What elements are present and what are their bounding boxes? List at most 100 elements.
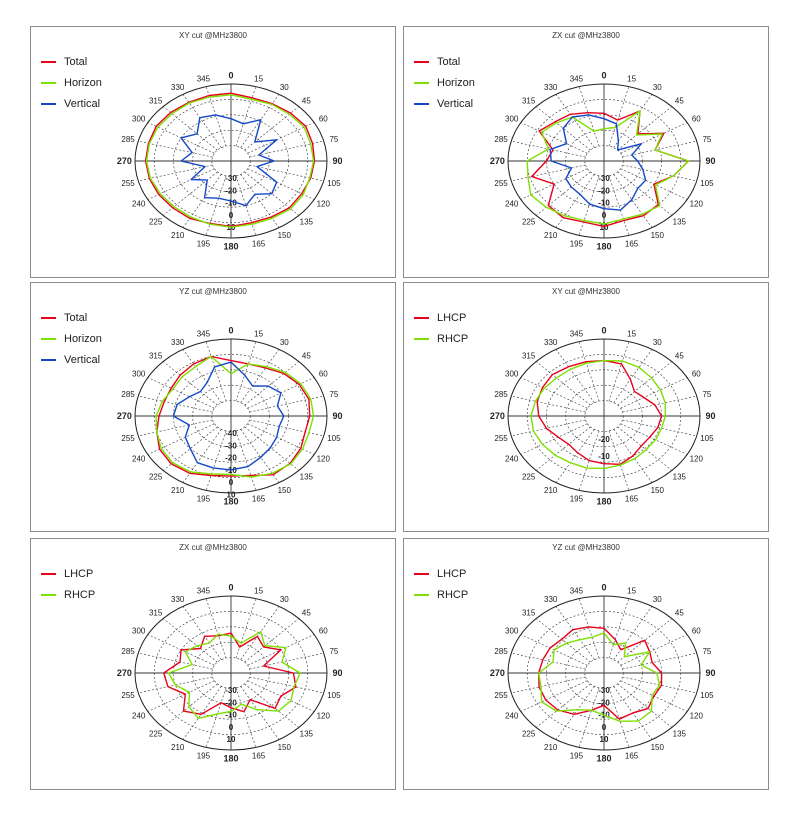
grid-spoke — [613, 349, 653, 403]
angle-label: 60 — [692, 626, 701, 635]
series-line — [156, 355, 311, 477]
grid-spoke — [555, 429, 595, 483]
angle-label: 330 — [544, 595, 558, 604]
angle-label: 195 — [570, 240, 584, 249]
angle-label: 75 — [702, 647, 711, 656]
angle-label: 240 — [505, 455, 519, 464]
series-line — [530, 359, 667, 470]
grid-spoke — [138, 652, 213, 670]
angle-label: 285 — [121, 135, 135, 144]
angle-label: 135 — [300, 729, 314, 738]
grid-spoke — [511, 676, 586, 694]
legend-swatch — [414, 337, 429, 340]
grid-spoke — [620, 634, 688, 666]
legend-swatch — [41, 593, 56, 596]
grid-spoke — [235, 175, 257, 236]
grid-spoke — [608, 86, 630, 147]
series-line — [155, 355, 315, 478]
series-line — [549, 114, 647, 211]
angle-label: 15 — [254, 74, 263, 83]
legend-label: RHCP — [64, 588, 96, 601]
grid-spoke — [249, 140, 324, 158]
angle-label: 105 — [700, 691, 714, 700]
angle-label: 150 — [651, 743, 665, 752]
angle-label: 270 — [117, 411, 132, 421]
chart-panel-zx-cp: ZX cut @MHz3800 0 15 30 45 60 75 90 105 120 135 15… — [30, 538, 396, 790]
angle-label: 180 — [223, 753, 238, 763]
angle-label: 105 — [700, 179, 714, 188]
legend-entry: Total — [414, 51, 475, 72]
angle-label: 285 — [494, 647, 508, 656]
angle-label: 90 — [706, 156, 716, 166]
grid-spoke — [205, 430, 227, 491]
angle-label: 75 — [702, 135, 711, 144]
angle-label: 330 — [544, 338, 558, 347]
grid-spoke — [205, 598, 227, 659]
chart-title: YZ cut @MHz3800 — [179, 287, 247, 296]
angle-label: 165 — [252, 495, 266, 504]
grid-spoke — [247, 122, 315, 154]
angle-label: 45 — [302, 97, 311, 106]
angle-label: 300 — [132, 114, 146, 123]
legend-swatch — [414, 81, 429, 84]
angle-label: 150 — [278, 743, 292, 752]
angle-label: 270 — [490, 156, 505, 166]
legend-entry: Total — [41, 51, 102, 72]
legend-entry: LHCP — [414, 307, 468, 328]
grid-spoke — [622, 652, 697, 670]
legend-swatch — [41, 337, 56, 340]
legend: Total Horizon Vertical — [414, 51, 475, 114]
angle-label: 255 — [121, 434, 135, 443]
radial-tick-label: -20 — [598, 698, 610, 707]
radial-tick-label: 0 — [602, 723, 607, 732]
radial-tick-label: -30 — [225, 441, 237, 450]
angle-label: 345 — [570, 586, 584, 595]
angle-label: 210 — [544, 743, 558, 752]
legend: LHCP RHCP — [41, 563, 95, 605]
angle-label: 330 — [171, 595, 185, 604]
angle-label: 195 — [570, 495, 584, 504]
angle-label: 105 — [327, 691, 341, 700]
grid-spoke — [578, 175, 600, 236]
angle-label: 225 — [149, 729, 163, 738]
angle-label: 195 — [197, 240, 211, 249]
angle-label: 30 — [653, 83, 662, 92]
chart-title: XY cut @MHz3800 — [178, 31, 247, 40]
angle-label: 135 — [673, 217, 687, 226]
angle-label: 285 — [121, 390, 135, 399]
angle-label: 120 — [317, 712, 331, 721]
radial-tick-label: -20 — [598, 186, 610, 195]
grid-spoke — [555, 174, 595, 228]
angle-label: 30 — [280, 595, 289, 604]
angle-label: 330 — [171, 83, 185, 92]
grid-spoke — [578, 86, 600, 147]
angle-label: 165 — [252, 240, 266, 249]
polar-grid — [507, 338, 701, 494]
series-line — [526, 110, 690, 225]
angle-label: 255 — [494, 434, 508, 443]
angle-label: 315 — [149, 352, 163, 361]
grid-spoke — [182, 174, 222, 228]
radial-tick-label: -20 — [598, 435, 610, 444]
grid-spoke — [620, 377, 688, 409]
grid-spoke — [138, 419, 213, 437]
angle-label: 120 — [317, 455, 331, 464]
chart-panel-zx-total: ZX cut @MHz3800 0 15 30 45 60 75 90 105 120 135 15… — [403, 26, 769, 278]
grid-spoke — [182, 94, 222, 148]
angle-label: 255 — [121, 179, 135, 188]
angle-label: 240 — [132, 712, 146, 721]
angle-label: 255 — [494, 691, 508, 700]
angle-label: 15 — [627, 74, 636, 83]
radial-tick-label: -30 — [598, 686, 610, 695]
grid-spoke — [578, 687, 600, 748]
angle-label: 90 — [333, 411, 343, 421]
grid-spoke — [147, 680, 215, 712]
angle-label: 120 — [317, 200, 331, 209]
angle-label: 315 — [522, 97, 536, 106]
grid-spoke — [520, 423, 588, 455]
angle-label: 345 — [197, 74, 211, 83]
grid-spoke — [622, 140, 697, 158]
